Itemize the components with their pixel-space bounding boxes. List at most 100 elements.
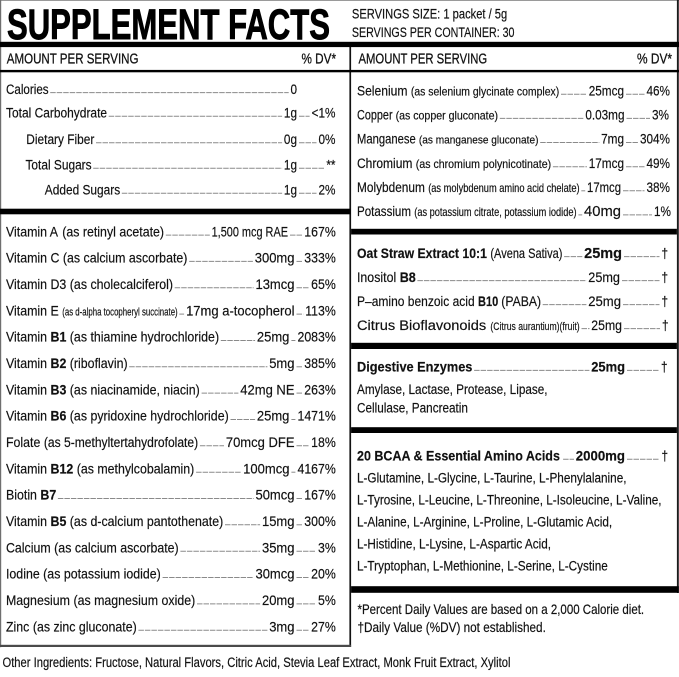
svg-text:17mg a-tocopherol: 17mg a-tocopherol (186, 303, 294, 319)
svg-text:Selenium: Selenium (357, 83, 408, 99)
svg-text:(as magnesium oxide): (as magnesium oxide) (73, 592, 195, 608)
svg-text:(PABA): (PABA) (501, 293, 541, 309)
svg-text:5mg: 5mg (269, 356, 294, 372)
svg-text:SERVINGS PER CONTAINER: 30: SERVINGS PER CONTAINER: 30 (352, 25, 515, 41)
svg-text:65%: 65% (311, 276, 336, 292)
svg-text:†: † (662, 317, 669, 333)
svg-text:Vitamin: Vitamin (6, 513, 47, 529)
svg-text:P–amino benzoic acid: P–amino benzoic acid (357, 293, 475, 309)
svg-text:167%: 167% (304, 487, 336, 503)
svg-text:Digestive Enzymes: Digestive Enzymes (357, 359, 472, 375)
svg-text:(Citrus aurantium)(fruit): (Citrus aurantium)(fruit) (490, 321, 579, 333)
svg-text:1g: 1g (284, 105, 297, 121)
svg-text:(as molybdenum amino acid chel: (as molybdenum amino acid chelate) (428, 183, 579, 195)
svg-text:% DV*: % DV* (637, 51, 672, 67)
svg-text:Vitamin: Vitamin (6, 329, 47, 345)
svg-text:AMOUNT PER SERVING: AMOUNT PER SERVING (7, 50, 139, 67)
svg-text:<1%: <1% (312, 105, 336, 121)
svg-text:42mg NE: 42mg NE (240, 382, 294, 398)
svg-text:†Daily Value (%DV) not establi: †Daily Value (%DV) not established. (358, 619, 546, 635)
svg-text:(as potassium iodide): (as potassium iodide) (43, 566, 161, 582)
svg-text:Iodine: Iodine (6, 566, 40, 582)
svg-text:20%: 20% (311, 566, 336, 582)
svg-text:25mg: 25mg (257, 329, 290, 345)
svg-text:113%: 113% (305, 303, 336, 319)
svg-text:25mg: 25mg (588, 269, 620, 285)
svg-text:Vitamin: Vitamin (6, 408, 47, 424)
svg-text:(Avena Sativa): (Avena Sativa) (490, 246, 562, 262)
svg-text:0%: 0% (319, 131, 336, 147)
svg-text:50mcg: 50mcg (255, 487, 294, 503)
svg-text:Cellulase, Pancreatin: Cellulase, Pancreatin (357, 399, 468, 415)
svg-text:†: † (661, 269, 668, 285)
svg-text:3%: 3% (318, 540, 336, 556)
svg-text:Vitamin D3: Vitamin D3 (6, 276, 66, 292)
svg-text:Vitamin: Vitamin (6, 461, 47, 477)
svg-text:385%: 385% (304, 355, 336, 371)
svg-text:300mg: 300mg (255, 250, 295, 266)
svg-text:70mcg DFE: 70mcg DFE (226, 435, 295, 451)
svg-text:B7: B7 (40, 487, 56, 503)
svg-text:(as calcium ascorbate): (as calcium ascorbate) (54, 540, 178, 556)
svg-text:†: † (661, 245, 668, 261)
svg-text:B8: B8 (400, 269, 416, 285)
svg-text:Total Sugars: Total Sugars (26, 156, 93, 172)
svg-text:25mg: 25mg (591, 317, 622, 333)
svg-text:25mcg: 25mcg (589, 83, 624, 99)
svg-text:Vitamin C: Vitamin C (6, 250, 60, 266)
svg-text:B3: B3 (51, 382, 67, 398)
svg-text:†: † (661, 448, 668, 464)
svg-text:4167%: 4167% (297, 461, 336, 477)
svg-text:L-Tryptophan, L-Methionine, L-: L-Tryptophan, L-Methionine, L-Serine, L-… (357, 558, 608, 574)
svg-text:†: † (661, 293, 668, 309)
svg-text:3mg: 3mg (269, 619, 294, 635)
svg-text:(as cholecalciferol): (as cholecalciferol) (70, 276, 173, 292)
svg-text:(as d-calcium pantothenate): (as d-calcium pantothenate) (70, 513, 223, 529)
svg-text:B2: B2 (51, 355, 67, 371)
svg-text:Calcium: Calcium (6, 540, 51, 556)
svg-text:0g: 0g (284, 131, 297, 147)
svg-text:Amylase, Lactase, Protease, Li: Amylase, Lactase, Protease, Lipase, (357, 381, 548, 397)
svg-text:L-Alanine, L-Arginine, L-Proli: L-Alanine, L-Arginine, L-Proline, L-Glut… (357, 514, 612, 530)
svg-text:7mg: 7mg (601, 131, 624, 147)
svg-text:17mcg: 17mcg (589, 155, 624, 171)
svg-text:Inositol: Inositol (357, 269, 396, 285)
svg-text:20 BCAA & Essential Amino Acid: 20 BCAA & Essential Amino Acids (357, 448, 560, 464)
svg-text:(as thiamine hydrochloride): (as thiamine hydrochloride) (70, 329, 219, 345)
svg-text:†: † (661, 359, 668, 375)
svg-text:49%: 49% (646, 155, 670, 171)
svg-text:35mg: 35mg (262, 540, 295, 556)
svg-text:% DV*: % DV* (302, 50, 336, 67)
svg-text:1g: 1g (284, 156, 297, 172)
svg-text:(as zinc gluconate): (as zinc gluconate) (33, 619, 137, 635)
svg-text:1,500 mcg RAE: 1,500 mcg RAE (212, 224, 288, 240)
svg-text:Citrus Bioflavonoids: Citrus Bioflavonoids (357, 318, 486, 334)
svg-text:1%: 1% (654, 203, 671, 219)
svg-text:Calories: Calories (6, 81, 49, 97)
svg-text:(riboflavin): (riboflavin) (70, 355, 128, 371)
svg-text:(as niacinamide, niacin): (as niacinamide, niacin) (70, 382, 200, 398)
svg-text:25mg: 25mg (584, 246, 622, 262)
svg-text:3%: 3% (652, 107, 669, 123)
svg-text:(as potassium citrate, potassi: (as potassium citrate, potassium iodide) (414, 207, 576, 219)
svg-text:Magnesium: Magnesium (6, 592, 70, 608)
svg-text:333%: 333% (304, 250, 336, 266)
svg-text:300%: 300% (304, 513, 336, 529)
svg-text:Chromium: Chromium (357, 155, 413, 171)
svg-text:167%: 167% (304, 224, 336, 240)
svg-text:18%: 18% (311, 434, 336, 450)
svg-text:(as d-alpha tocopheryl succina: (as d-alpha tocopheryl succinate) (62, 306, 177, 319)
svg-text:38%: 38% (646, 179, 670, 195)
svg-text:Oat Straw Extract 10:1: Oat Straw Extract 10:1 (357, 245, 487, 261)
svg-text:25mg: 25mg (257, 408, 290, 424)
svg-text:Potassium: Potassium (357, 203, 411, 219)
svg-text:Dietary Fiber: Dietary Fiber (26, 131, 95, 147)
svg-text:1471%: 1471% (297, 408, 336, 424)
svg-text:Vitamin E: Vitamin E (6, 303, 59, 319)
svg-text:L-Glutamine, L-Glycine, L-Taur: L-Glutamine, L-Glycine, L-Taurine, L-Phe… (357, 470, 627, 486)
svg-text:17mcg: 17mcg (587, 179, 621, 195)
svg-text:0: 0 (290, 81, 297, 97)
svg-text:(as manganese gluconate): (as manganese gluconate) (419, 134, 539, 147)
svg-text:Added Sugars: Added Sugars (45, 182, 121, 198)
svg-text:B1: B1 (51, 329, 67, 345)
